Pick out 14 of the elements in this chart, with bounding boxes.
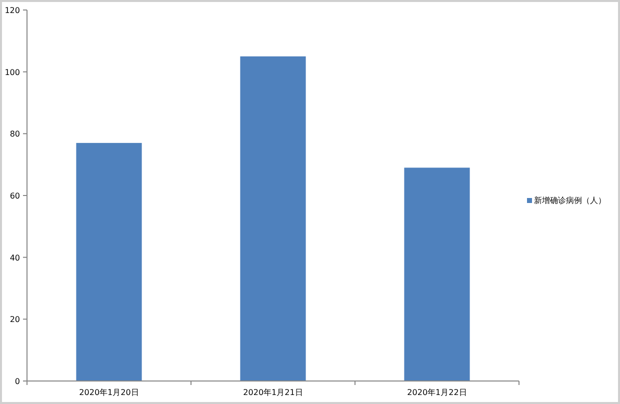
y-tick-label: 120 bbox=[4, 6, 20, 15]
legend-label: 新增确诊病例（人） bbox=[534, 196, 606, 205]
bar bbox=[404, 168, 470, 381]
bar bbox=[240, 56, 306, 381]
bar bbox=[76, 142, 142, 381]
y-tick-label: 40 bbox=[10, 253, 20, 262]
y-tick-label: 100 bbox=[4, 68, 20, 77]
y-tick-label: 20 bbox=[10, 315, 20, 324]
y-tick-label: 60 bbox=[10, 192, 20, 200]
x-tick-label: 2020年1月21日 bbox=[243, 388, 303, 397]
x-tick-label: 2020年1月22日 bbox=[407, 388, 467, 397]
x-tick-label: 2020年1月20日 bbox=[79, 388, 139, 397]
y-tick-label: 0 bbox=[14, 377, 20, 386]
y-tick-label: 80 bbox=[10, 130, 20, 139]
